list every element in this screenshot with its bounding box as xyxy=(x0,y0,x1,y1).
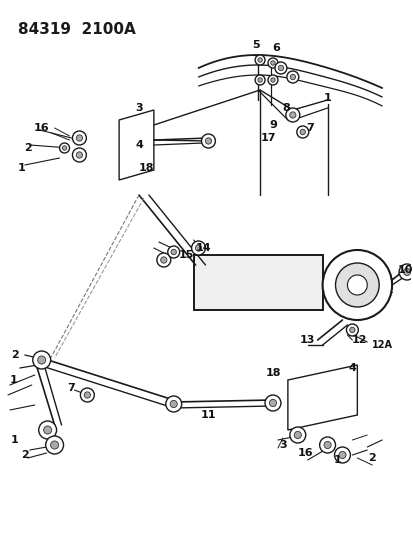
Circle shape xyxy=(84,392,90,398)
Circle shape xyxy=(195,245,201,251)
Text: 1: 1 xyxy=(18,163,26,173)
Circle shape xyxy=(191,241,205,255)
Text: 18: 18 xyxy=(265,368,280,378)
Circle shape xyxy=(45,436,63,454)
Text: 6: 6 xyxy=(271,43,279,53)
Circle shape xyxy=(299,130,305,135)
Text: 12: 12 xyxy=(351,335,366,345)
Circle shape xyxy=(257,58,262,62)
Text: 17: 17 xyxy=(260,133,275,143)
Text: 9: 9 xyxy=(268,120,276,130)
Text: 1: 1 xyxy=(323,93,331,103)
Text: 1: 1 xyxy=(11,435,19,445)
Text: 16: 16 xyxy=(297,448,313,458)
Circle shape xyxy=(167,246,179,258)
Text: 1: 1 xyxy=(10,375,18,385)
Text: 3: 3 xyxy=(278,440,286,450)
Circle shape xyxy=(278,66,283,71)
Text: 2: 2 xyxy=(11,350,19,360)
Text: 5: 5 xyxy=(252,40,259,50)
Circle shape xyxy=(72,131,86,145)
Circle shape xyxy=(165,396,181,412)
Circle shape xyxy=(267,75,277,85)
Circle shape xyxy=(59,143,69,153)
Circle shape xyxy=(269,399,276,407)
Circle shape xyxy=(346,324,358,336)
Text: 4: 4 xyxy=(348,363,356,373)
Circle shape xyxy=(290,74,295,80)
Circle shape xyxy=(322,250,391,320)
Circle shape xyxy=(402,269,410,276)
Text: 1: 1 xyxy=(333,455,341,465)
Text: 14: 14 xyxy=(195,243,211,253)
Circle shape xyxy=(274,62,286,74)
Text: 4: 4 xyxy=(135,140,142,150)
Text: 2: 2 xyxy=(21,450,28,460)
Circle shape xyxy=(270,78,275,82)
Text: 13: 13 xyxy=(299,335,315,345)
Circle shape xyxy=(319,437,335,453)
Circle shape xyxy=(270,61,275,65)
Text: 12A: 12A xyxy=(371,340,392,350)
Circle shape xyxy=(296,126,308,138)
Circle shape xyxy=(267,58,277,68)
Circle shape xyxy=(43,426,52,434)
Circle shape xyxy=(76,152,82,158)
Text: 7: 7 xyxy=(67,383,75,393)
Text: 8: 8 xyxy=(281,103,289,113)
Circle shape xyxy=(338,451,345,458)
Circle shape xyxy=(201,134,215,148)
Circle shape xyxy=(170,400,177,408)
Circle shape xyxy=(39,421,57,439)
Text: 7: 7 xyxy=(305,123,313,133)
Circle shape xyxy=(254,55,264,65)
Text: 18: 18 xyxy=(139,163,154,173)
Circle shape xyxy=(349,327,354,333)
Circle shape xyxy=(289,112,295,118)
Circle shape xyxy=(398,264,413,280)
Text: 3: 3 xyxy=(135,103,142,113)
Circle shape xyxy=(347,275,366,295)
Circle shape xyxy=(289,427,305,443)
Polygon shape xyxy=(287,365,356,430)
Text: 2: 2 xyxy=(368,453,375,463)
Text: 15: 15 xyxy=(178,250,194,260)
Circle shape xyxy=(160,257,166,263)
Circle shape xyxy=(257,78,262,82)
Circle shape xyxy=(33,351,50,369)
Circle shape xyxy=(334,447,349,463)
Circle shape xyxy=(72,148,86,162)
Circle shape xyxy=(157,253,170,267)
Text: 10: 10 xyxy=(396,265,412,275)
Circle shape xyxy=(285,108,299,122)
Circle shape xyxy=(323,441,330,449)
Circle shape xyxy=(80,388,94,402)
Circle shape xyxy=(62,146,66,150)
Circle shape xyxy=(171,249,176,255)
Circle shape xyxy=(38,356,45,364)
Circle shape xyxy=(335,263,378,307)
Circle shape xyxy=(254,75,264,85)
Text: 2: 2 xyxy=(24,143,31,153)
Circle shape xyxy=(205,138,211,144)
Text: 84319  2100A: 84319 2100A xyxy=(18,22,135,37)
Text: 16: 16 xyxy=(34,123,50,133)
Circle shape xyxy=(264,395,280,411)
Circle shape xyxy=(294,431,301,439)
Polygon shape xyxy=(193,255,322,310)
Circle shape xyxy=(50,441,59,449)
Text: 11: 11 xyxy=(200,410,216,420)
Circle shape xyxy=(286,71,298,83)
Circle shape xyxy=(76,135,82,141)
Polygon shape xyxy=(119,110,154,180)
